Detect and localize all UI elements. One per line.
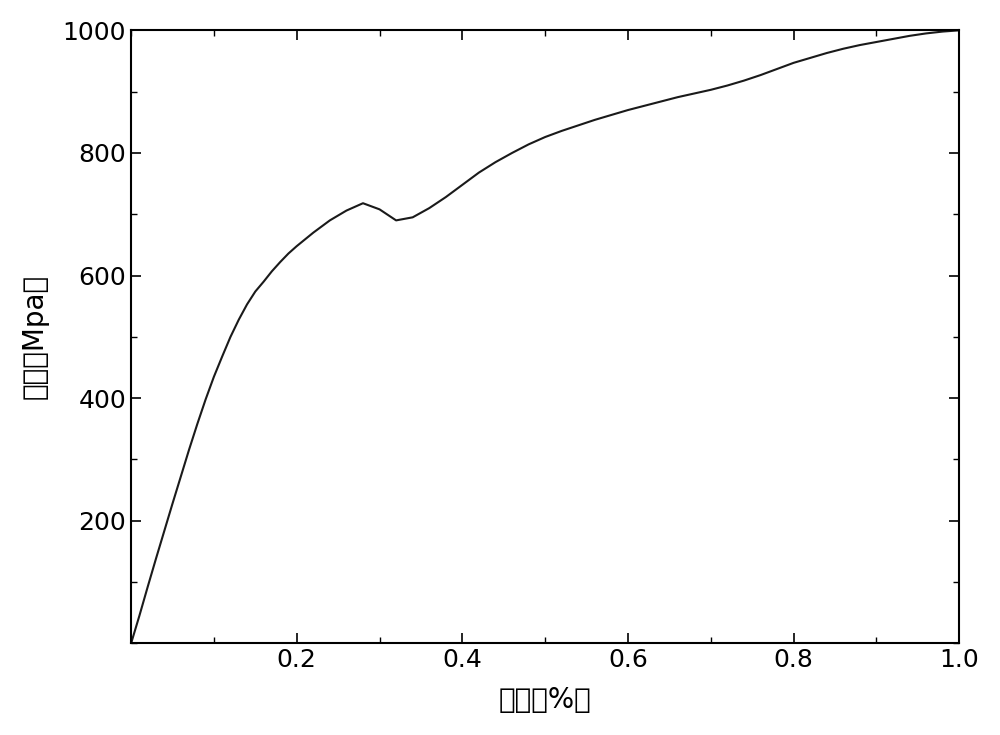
- Y-axis label: 应力（Mpa）: 应力（Mpa）: [21, 274, 49, 399]
- X-axis label: 应变（%）: 应变（%）: [499, 686, 592, 714]
